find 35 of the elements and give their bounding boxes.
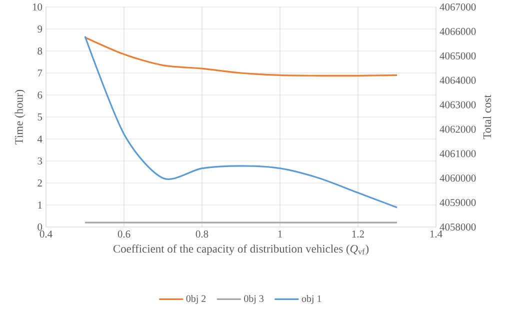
x-tick-label: 1 [278, 230, 282, 238]
legend-label: 0bj 2 [186, 294, 206, 304]
y2-tick-label: 4061000 [440, 150, 476, 158]
y-tick-label: 6 [38, 91, 42, 99]
x-tick-label: 0.8 [196, 230, 208, 238]
y2-tick-label: 4059000 [440, 199, 476, 206]
y2-tick-label: 4064000 [440, 76, 476, 84]
y-axis-title: Time (hour) [14, 90, 26, 144]
y2-tick-label: 4067000 [440, 3, 476, 11]
x-axis-title: Coefficient of the capacity of distribution vehicles (Q$_{vf}$) [113, 244, 369, 255]
y2-tick-label: 4058000 [440, 223, 476, 231]
y2-tick-label: 4066000 [440, 28, 476, 35]
y-tick-label: 2 [38, 180, 42, 186]
y-tick-label: 8 [38, 47, 42, 55]
y-tick-label: 7 [38, 70, 42, 76]
line-series [84, 36, 398, 208]
y2-tick-label: 4062000 [440, 126, 476, 133]
legend-label: 0bj 3 [244, 294, 264, 304]
y2-tick-label: 4065000 [440, 52, 476, 60]
line-series [84, 36, 398, 76]
x-tick-label: 1.4 [430, 230, 442, 238]
x-tick-label: 0.4 [40, 230, 52, 238]
x-tick-label: 1.2 [352, 230, 364, 238]
y-tick-label: 9 [38, 25, 42, 33]
y2-axis-title: Total cost [482, 94, 492, 140]
x-tick-label: 0.6 [118, 230, 130, 238]
y-tick-label: 3 [38, 157, 42, 165]
y2-tick-label: 4063000 [440, 101, 476, 108]
y-tick-label: 10 [32, 3, 42, 11]
y-tick-label: 1 [38, 202, 42, 208]
y-tick-label: 0 [38, 223, 42, 231]
y2-tick-label: 4060000 [440, 174, 476, 182]
y-tick-label: 5 [38, 114, 42, 120]
y-tick-label: 4 [37, 136, 42, 142]
legend-label: obj 1 [302, 294, 322, 304]
